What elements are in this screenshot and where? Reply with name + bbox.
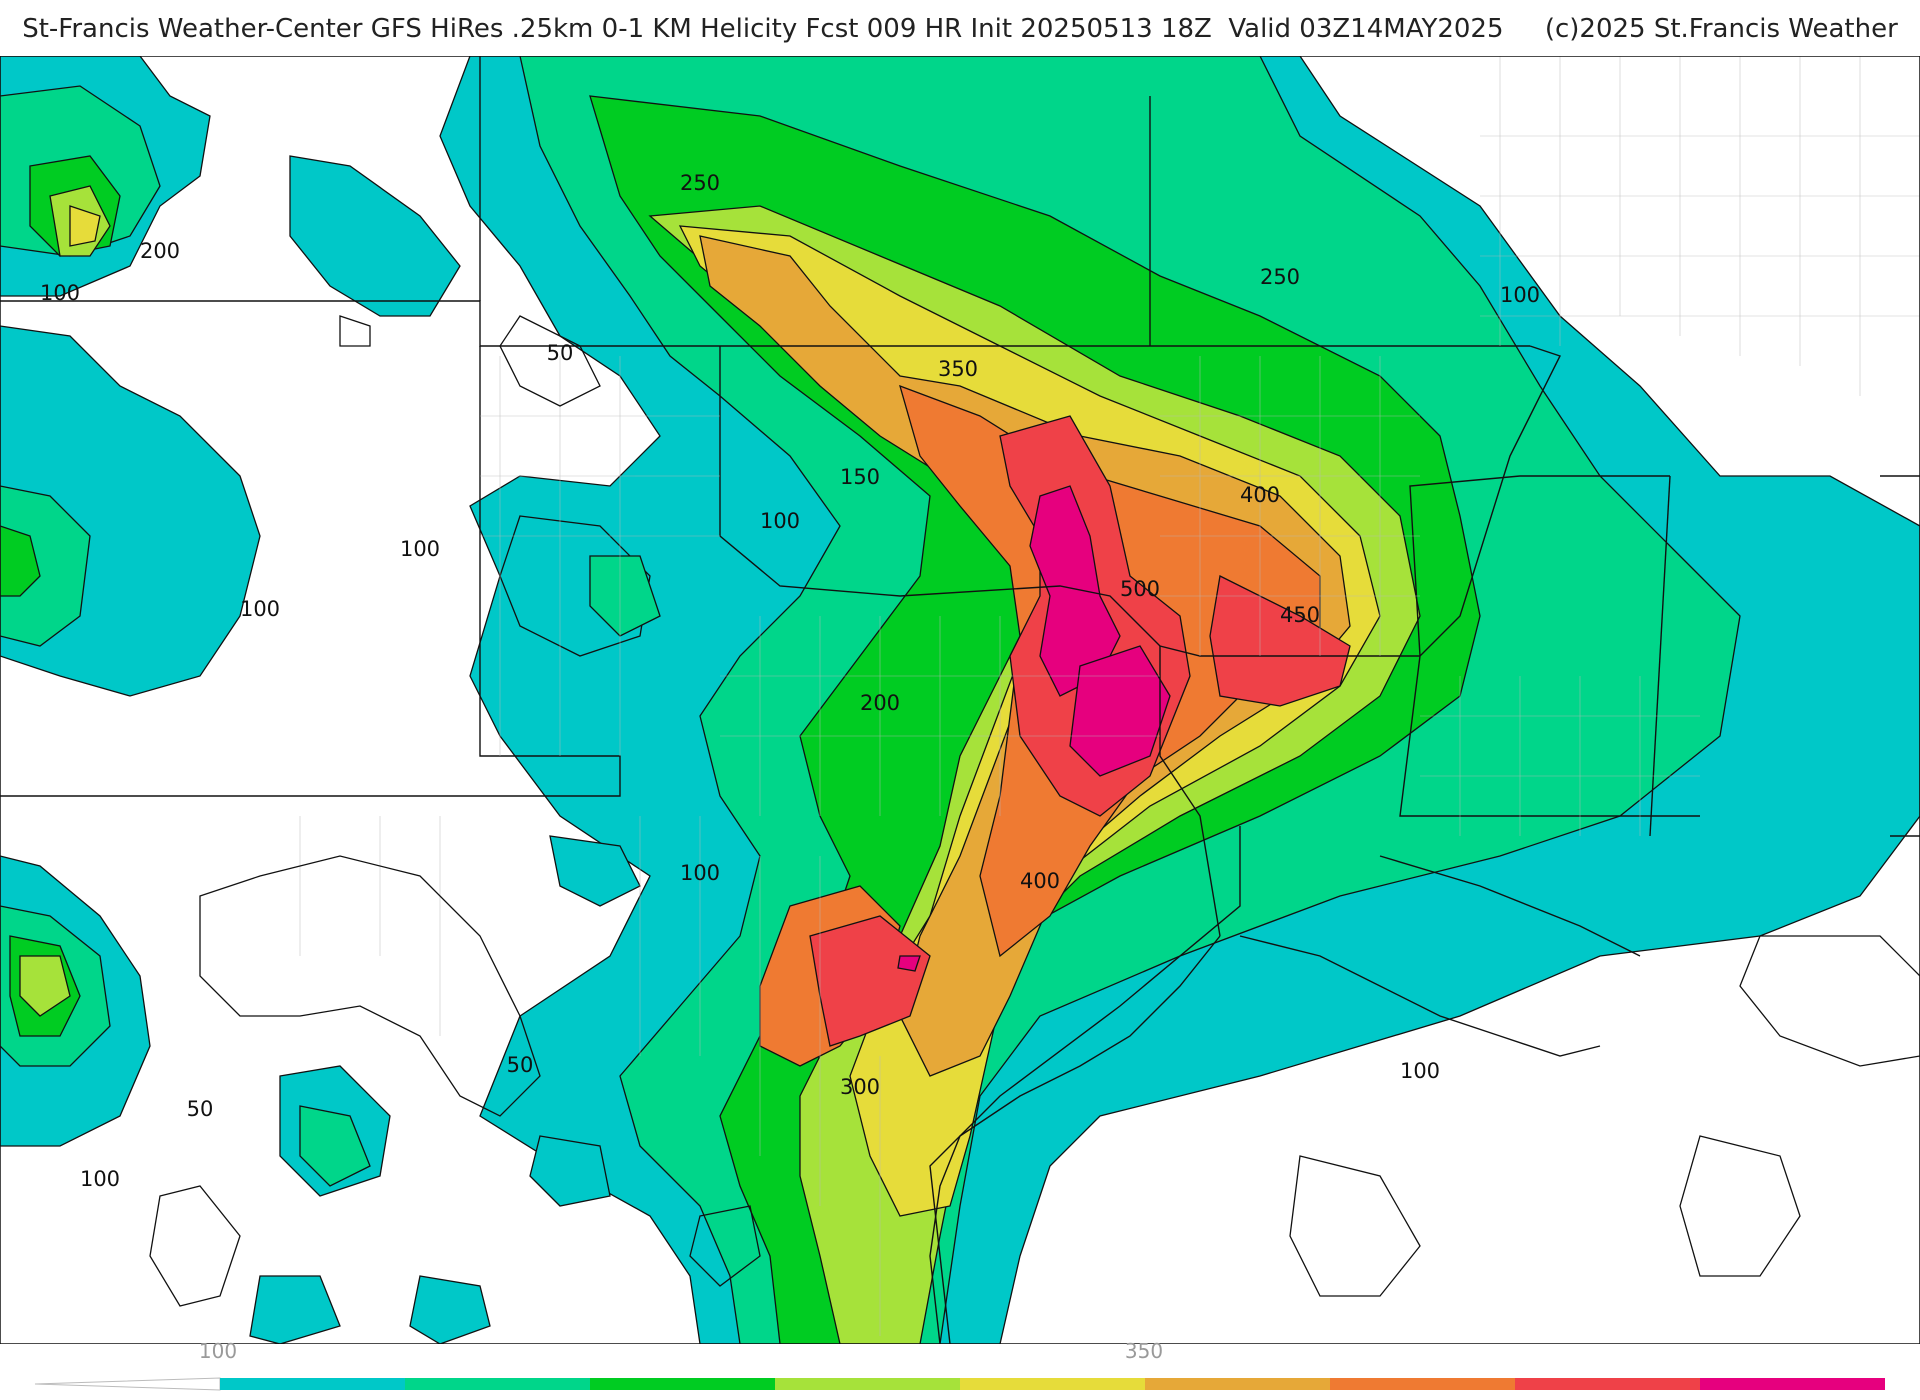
scale-swatch xyxy=(1330,1378,1515,1390)
contour-50 xyxy=(149,315,1920,1307)
contour-label: 400 xyxy=(1020,869,1060,893)
scale-tick-label: 100 xyxy=(199,1339,237,1363)
contour-label: 300 xyxy=(840,1075,880,1099)
contour-label: 250 xyxy=(1260,265,1300,289)
helicity-map: 250 200 100 50 150 100 100 100 350 400 500 450 250 10… xyxy=(0,56,1920,1344)
contour-label: 350 xyxy=(938,357,978,381)
scale-swatch xyxy=(960,1378,1145,1390)
contour-label: 500 xyxy=(1120,577,1160,601)
scale-low-arrow xyxy=(34,1377,221,1391)
state-borders xyxy=(0,56,1920,1344)
contour-label: 100 xyxy=(80,1167,120,1191)
contour-label: 450 xyxy=(1280,603,1320,627)
color-scale: 100 350 xyxy=(34,1339,1885,1391)
contour-label: 50 xyxy=(187,1097,214,1121)
contour-label: 250 xyxy=(680,171,720,195)
contour-label: 50 xyxy=(547,341,574,365)
shade-magenta xyxy=(897,485,1171,972)
scale-bar xyxy=(34,1377,1885,1391)
contour-label: 100 xyxy=(40,281,80,305)
contour-label: 400 xyxy=(1240,483,1280,507)
scale-swatch xyxy=(590,1378,775,1390)
contour-label: 200 xyxy=(860,691,900,715)
scale-swatch xyxy=(775,1378,960,1390)
contour-label: 100 xyxy=(680,861,720,885)
contour-label: 100 xyxy=(760,509,800,533)
contour-label: 100 xyxy=(400,537,440,561)
scale-tick-label: 350 xyxy=(1125,1339,1163,1363)
contour-label: 200 xyxy=(140,239,180,263)
scale-swatch xyxy=(1700,1378,1885,1390)
contour-label: 100 xyxy=(1500,283,1540,307)
scale-swatch xyxy=(1515,1378,1700,1390)
contour-label: 100 xyxy=(240,597,280,621)
contour-label: 50 xyxy=(507,1053,534,1077)
scale-swatch xyxy=(1145,1378,1330,1390)
contour-labels: 250 200 100 50 150 100 100 100 350 400 500 450 250 10… xyxy=(40,171,1540,1191)
contour-label: 100 xyxy=(1400,1059,1440,1083)
scale-swatch xyxy=(220,1378,405,1390)
scale-swatch xyxy=(405,1378,590,1390)
contour-label: 150 xyxy=(840,465,880,489)
county-lines xyxy=(299,56,1920,1336)
map-title: St-Francis Weather-Center GFS HiRes .25k… xyxy=(22,14,1898,44)
coastline xyxy=(929,935,1601,1344)
